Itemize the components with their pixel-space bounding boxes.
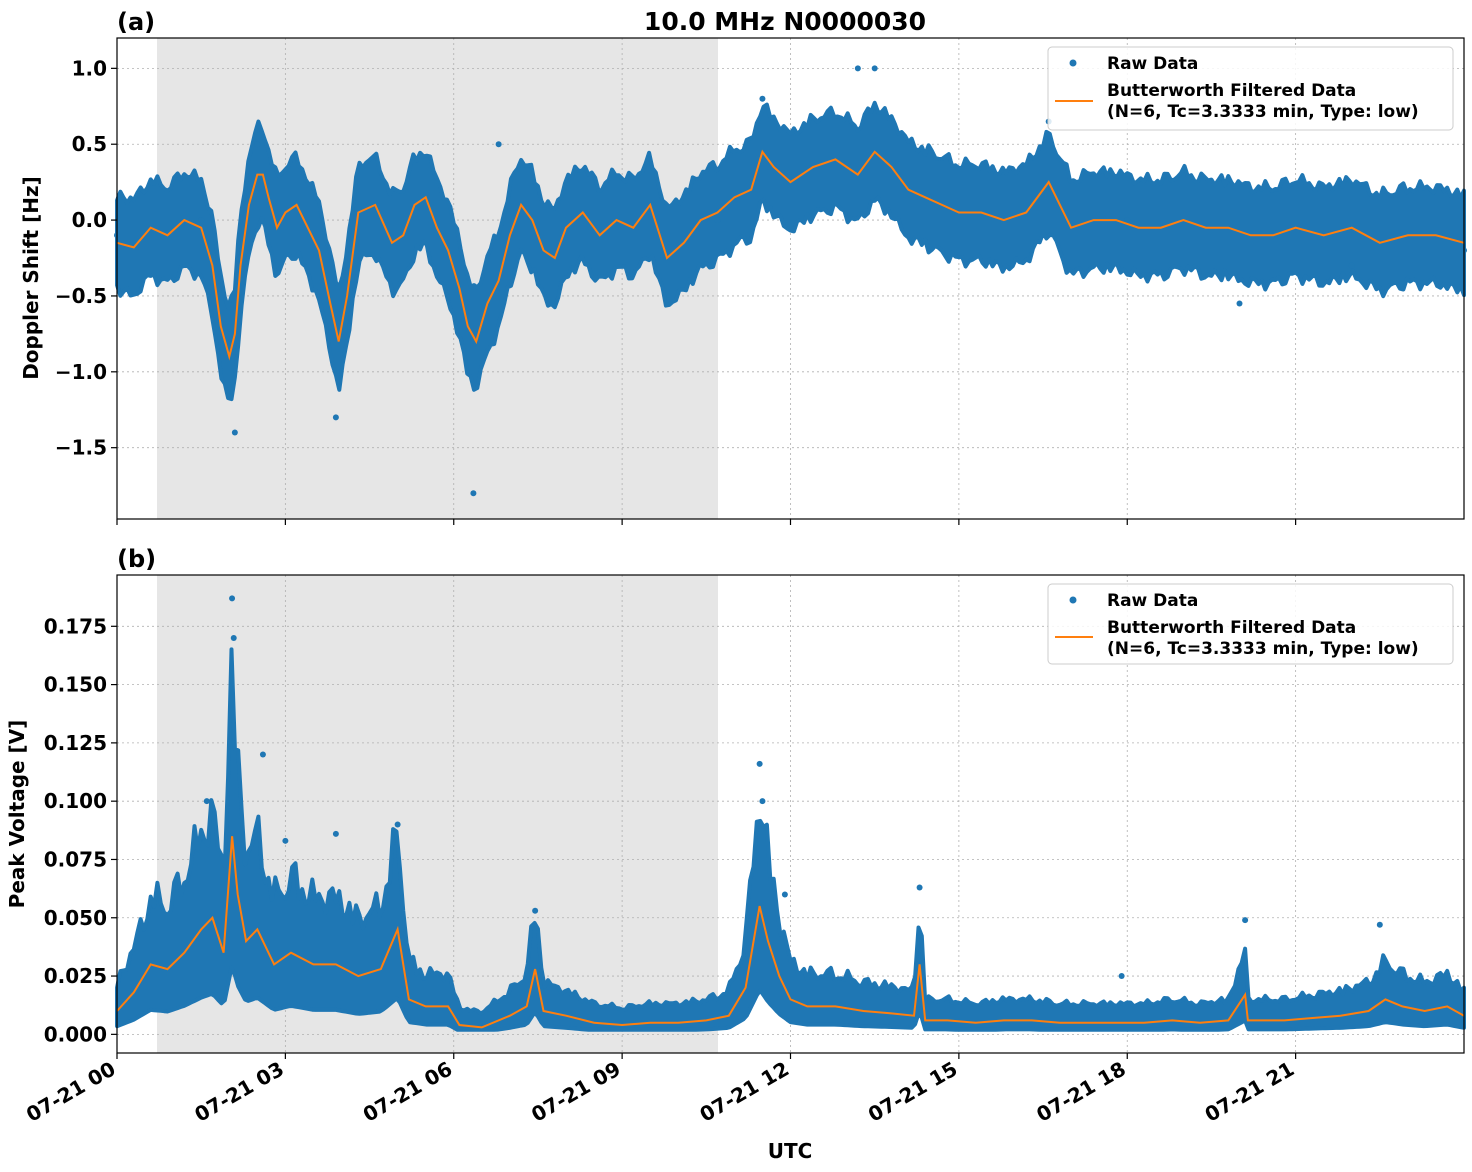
- doppler-raw-data-point: [254, 141, 261, 148]
- voltage-y-tick-label: 0.100: [44, 789, 107, 813]
- doppler-legend-raw-marker: [1069, 59, 1077, 67]
- voltage-raw-data-point: [756, 760, 763, 767]
- doppler-x-ticks: [116, 519, 1297, 525]
- doppler-legend: Raw Data Butterworth Filtered Data (N=6,…: [1047, 46, 1454, 131]
- voltage-legend-filtered-label-1: Butterworth Filtered Data: [1107, 618, 1356, 638]
- doppler-legend-filtered-label-1: Butterworth Filtered Data: [1107, 81, 1356, 101]
- voltage-y-tick-label: 0.050: [44, 906, 107, 930]
- voltage-legend-box: [1047, 583, 1454, 665]
- voltage-legend-raw-marker: [1069, 596, 1077, 604]
- voltage-raw-data-point: [1118, 973, 1125, 980]
- doppler-legend-filtered-label-2: (N=6, Tc=3.3333 min, Type: low): [1107, 102, 1419, 122]
- doppler-legend-raw-label: Raw Data: [1107, 54, 1198, 74]
- panel-a-label: (a): [117, 8, 155, 36]
- x-tick-label: 07-21 21: [1201, 1057, 1299, 1127]
- voltage-legend-raw-label: Raw Data: [1107, 591, 1198, 611]
- doppler-raw-data-point: [332, 414, 339, 421]
- doppler-raw-data-point: [470, 490, 477, 497]
- doppler-y-tick-label: 0.0: [72, 208, 107, 232]
- voltage-y-tick-label: 0.000: [44, 1022, 107, 1046]
- doppler-y-ticks: 1.0 0.5 0.0 −0.5 −1.0 −1.5: [55, 56, 117, 460]
- voltage-y-tick-label: 0.175: [44, 614, 107, 638]
- x-tick-label: 07-21 15: [864, 1057, 962, 1127]
- x-tick-label: 07-21 00: [22, 1057, 120, 1127]
- voltage-y-ticks: 0.000 0.025 0.050 0.075 0.100 0.125 0.150 0.175: [44, 614, 117, 1046]
- doppler-y-axis-label: Doppler Shift [Hz]: [19, 176, 43, 380]
- voltage-x-ticks: 07-21 00 07-21 03 07-21 06 07-21 09 07-21 12…: [22, 1053, 1298, 1127]
- x-tick-label: 07-21 18: [1032, 1057, 1130, 1127]
- voltage-raw-data-point: [332, 830, 339, 837]
- doppler-raw-data-point: [854, 65, 861, 72]
- doppler-legend-box: [1047, 46, 1454, 131]
- voltage-y-axis-label: Peak Voltage [V]: [5, 720, 29, 909]
- voltage-filtered-line: [116, 836, 1465, 1029]
- voltage-y-tick-label: 0.025: [44, 964, 107, 988]
- voltage-y-tick-label: 0.075: [44, 847, 107, 871]
- x-tick-label: 07-21 03: [190, 1057, 288, 1127]
- voltage-raw-data-point: [282, 837, 289, 844]
- voltage-raw-data-point: [1242, 917, 1249, 924]
- doppler-y-tick-label: −1.0: [55, 360, 107, 384]
- voltage-raw-data-point: [259, 751, 266, 758]
- doppler-raw-data-point: [759, 95, 766, 102]
- doppler-filtered-line: [116, 149, 1465, 361]
- voltage-y-tick-label: 0.125: [44, 731, 107, 755]
- voltage-y-tick-label: 0.150: [44, 673, 107, 697]
- voltage-panel: 0.000 0.025 0.050 0.075 0.100 0.125 0.150 0.175…: [5, 545, 1466, 1163]
- x-tick-label: 07-21 06: [359, 1057, 457, 1127]
- voltage-raw-data-points: [203, 595, 1383, 980]
- doppler-raw-data-point: [198, 217, 205, 224]
- doppler-raw-data-point: [871, 65, 878, 72]
- voltage-raw-data-point: [230, 634, 237, 641]
- doppler-raw-data-point: [1348, 262, 1355, 269]
- voltage-raw-data-point: [759, 798, 766, 805]
- doppler-y-tick-label: 0.5: [72, 132, 107, 156]
- doppler-raw-data-point: [495, 141, 502, 148]
- voltage-filtered-line-path: [116, 836, 1465, 1029]
- figure-title: 10.0 MHz N0000030: [644, 7, 926, 36]
- doppler-raw-data-point: [1124, 217, 1131, 224]
- voltage-raw-data-point: [203, 798, 210, 805]
- doppler-y-tick-label: 1.0: [72, 56, 107, 80]
- doppler-raw-data-point: [714, 217, 721, 224]
- doppler-raw-data-point: [1236, 300, 1243, 307]
- x-tick-label: 07-21 12: [695, 1057, 793, 1127]
- panel-b-label: (b): [117, 545, 156, 573]
- voltage-raw-data-point: [781, 891, 788, 898]
- x-tick-label: 07-21 09: [527, 1057, 625, 1127]
- doppler-y-tick-label: −0.5: [55, 284, 107, 308]
- voltage-legend: Raw Data Butterworth Filtered Data (N=6,…: [1047, 583, 1454, 665]
- x-axis-label: UTC: [768, 1139, 813, 1163]
- voltage-raw-data-point: [229, 595, 236, 602]
- doppler-raw-data-point: [231, 429, 238, 436]
- voltage-raw-data-point: [532, 907, 539, 914]
- voltage-raw-data-point: [1376, 921, 1383, 928]
- voltage-raw-data-point: [394, 821, 401, 828]
- doppler-panel: 1.0 0.5 0.0 −0.5 −1.0 −1.5 (a) 10.0 MHz N0000…: [19, 7, 1467, 525]
- voltage-raw-data-point: [916, 884, 923, 891]
- doppler-filtered-line-path: [116, 149, 1465, 361]
- doppler-y-tick-label: −1.5: [55, 436, 107, 460]
- voltage-legend-filtered-label-2: (N=6, Tc=3.3333 min, Type: low): [1107, 639, 1419, 659]
